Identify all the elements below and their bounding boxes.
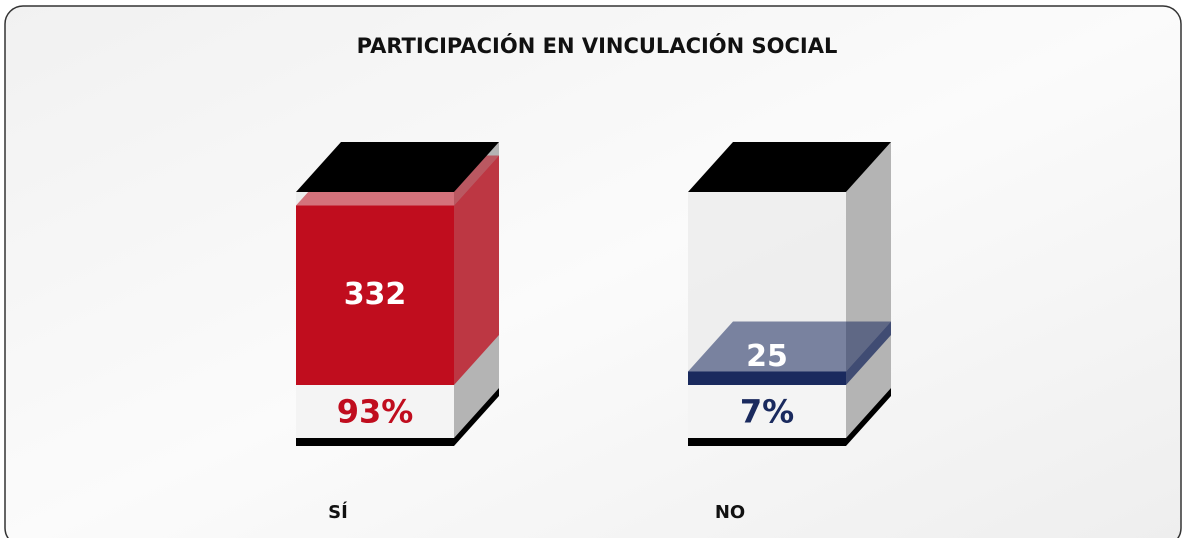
panel [5,6,1181,538]
page: PARTICIPACIÓN EN VINCULACIÓN SOCIAL 332 9… [0,0,1184,538]
value-label: 93% [337,393,414,431]
category-label: NO [715,502,745,523]
value-label: 7% [740,393,794,431]
box-side [846,142,891,438]
chart-title: PARTICIPACIÓN EN VINCULACIÓN SOCIAL [357,33,838,58]
count-label: 25 [746,339,788,374]
chart: PARTICIPACIÓN EN VINCULACIÓN SOCIAL 332 9… [0,0,1184,538]
count-label: 332 [344,277,407,312]
category-label: SÍ [328,501,348,523]
